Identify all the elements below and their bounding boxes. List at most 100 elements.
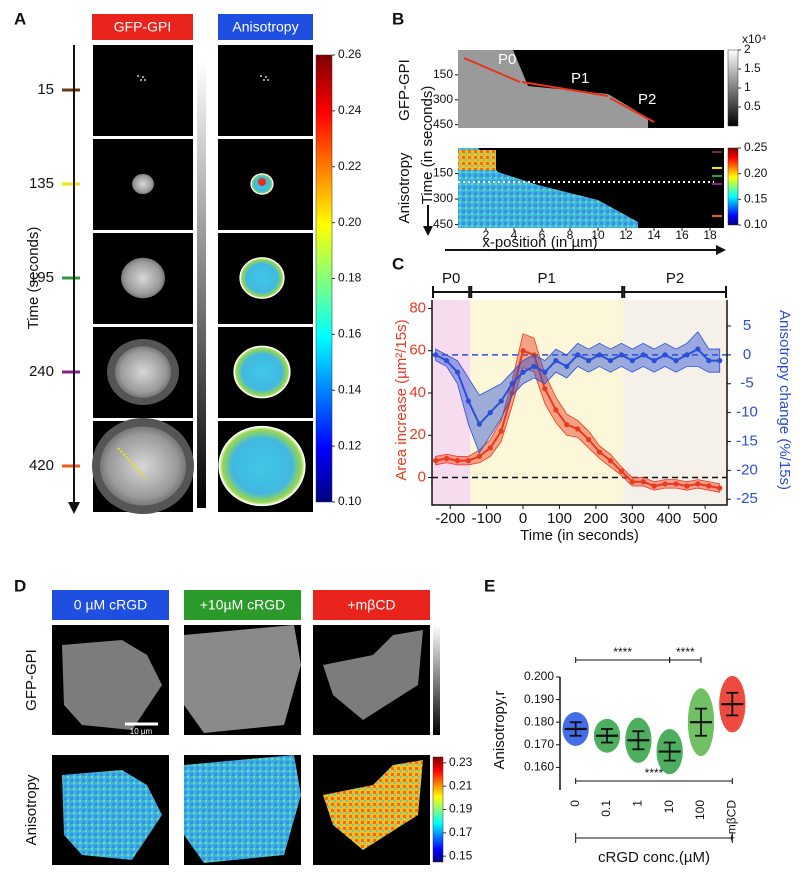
x-tick-label: 10 [662,800,676,814]
y2-tick-label: 0 [743,346,751,363]
point [498,428,504,434]
phase-line [463,57,521,83]
header: Anisotropy [232,19,298,35]
y-tick-label: 80 [409,299,426,316]
point [454,458,461,464]
colorbar-label: 0.18 [338,271,362,285]
y-tick-label: 150 [433,166,453,180]
panel-letter: D [14,576,26,595]
time-label: 15 [37,81,54,98]
point [465,398,472,404]
point [487,410,493,416]
x-tick-label: 500 [693,510,718,527]
sig-label: **** [645,766,664,780]
colorbar [315,54,333,503]
colorbar-label: 0.22 [338,159,362,173]
anisotropy-image [218,45,313,136]
point [629,358,635,364]
x-tick-label: 0.1 [599,800,613,817]
group-bracket [575,833,733,843]
time-label: 135 [29,175,54,192]
point [443,358,450,364]
point [564,363,570,370]
phase-bracket [432,286,471,298]
point [586,436,592,443]
x-axis-label: Time (in seconds) [520,527,639,544]
panel-letter: A [14,9,26,28]
cell-dot [140,79,142,81]
point [465,458,472,464]
sig-label: **** [613,645,632,659]
y-tick-label: 40 [409,384,426,401]
x-tick-label: 100 [693,800,707,820]
point [673,358,679,364]
y2-tick-label: -25 [736,490,758,507]
hotspot [258,178,266,186]
scale-bar-label: 10 µm [130,727,153,736]
point [695,481,701,487]
x-axis-label: cRGD conc.(µM) [598,849,710,866]
panel-letter: C [392,254,404,273]
header-box [184,590,301,620]
phase-region [432,300,471,505]
point [662,481,668,487]
x-tick-label: 18 [703,228,717,242]
phase-bracket [623,286,727,298]
point [433,458,439,464]
point [542,386,548,392]
point [454,369,461,375]
time-label: 240 [29,363,54,380]
cell-dot [260,75,262,77]
phase-region [623,300,727,505]
arrowhead [423,226,433,236]
cell [121,257,165,299]
axes [431,300,728,506]
cell-aniso [184,755,301,863]
colorbar-label: 0.10 [338,494,362,508]
cell-dot [137,75,139,77]
point [586,358,592,364]
phase-label: P2 [638,91,656,108]
y-tick-label: 150 [433,67,453,81]
cell-dot [267,79,269,81]
point [618,468,624,474]
arrowhead [716,245,726,255]
y2-axis-label: Anisotropy change (%/15s) [776,310,793,490]
y-tick-label: 300 [433,92,453,106]
y2-tick-label: -20 [736,461,758,478]
colorbar-label: 0.26 [338,47,362,61]
gray-bar [197,60,206,508]
cell [132,173,154,195]
point [684,483,690,489]
sig-bracket [669,657,702,663]
header-box [52,590,169,620]
point [476,453,482,459]
colorbar-label: 0.21 [449,778,473,792]
colorbar-unit: x10⁴ [742,32,767,46]
point [651,358,657,364]
cell-aniso [239,257,285,299]
y-tick-label: 0 [418,468,426,485]
panel-letter: E [484,576,495,595]
cell-dot [265,76,267,78]
cell-dot [263,79,265,81]
kymo-hot [458,150,496,170]
point [596,449,603,455]
header-box [92,14,193,40]
point [651,483,657,489]
y-tick-label: 60 [409,342,426,359]
colorbar [727,49,739,127]
colorbar-label: 2 [744,42,751,56]
colorbar-label: 0.5 [744,99,761,113]
colorbar-label: 0.17 [449,825,473,839]
kymo-aniso [458,148,638,228]
phase-label: P0 [442,270,460,287]
header: 0 µM cRGD [74,597,147,613]
sig-bracket [575,778,733,784]
y-tick-label: 0.160 [524,760,554,774]
row-label: Anisotropy [23,774,40,845]
cell-aniso [62,770,162,860]
x-tick-label: 1 [631,800,645,807]
colorbar-label: 0.14 [338,382,362,396]
